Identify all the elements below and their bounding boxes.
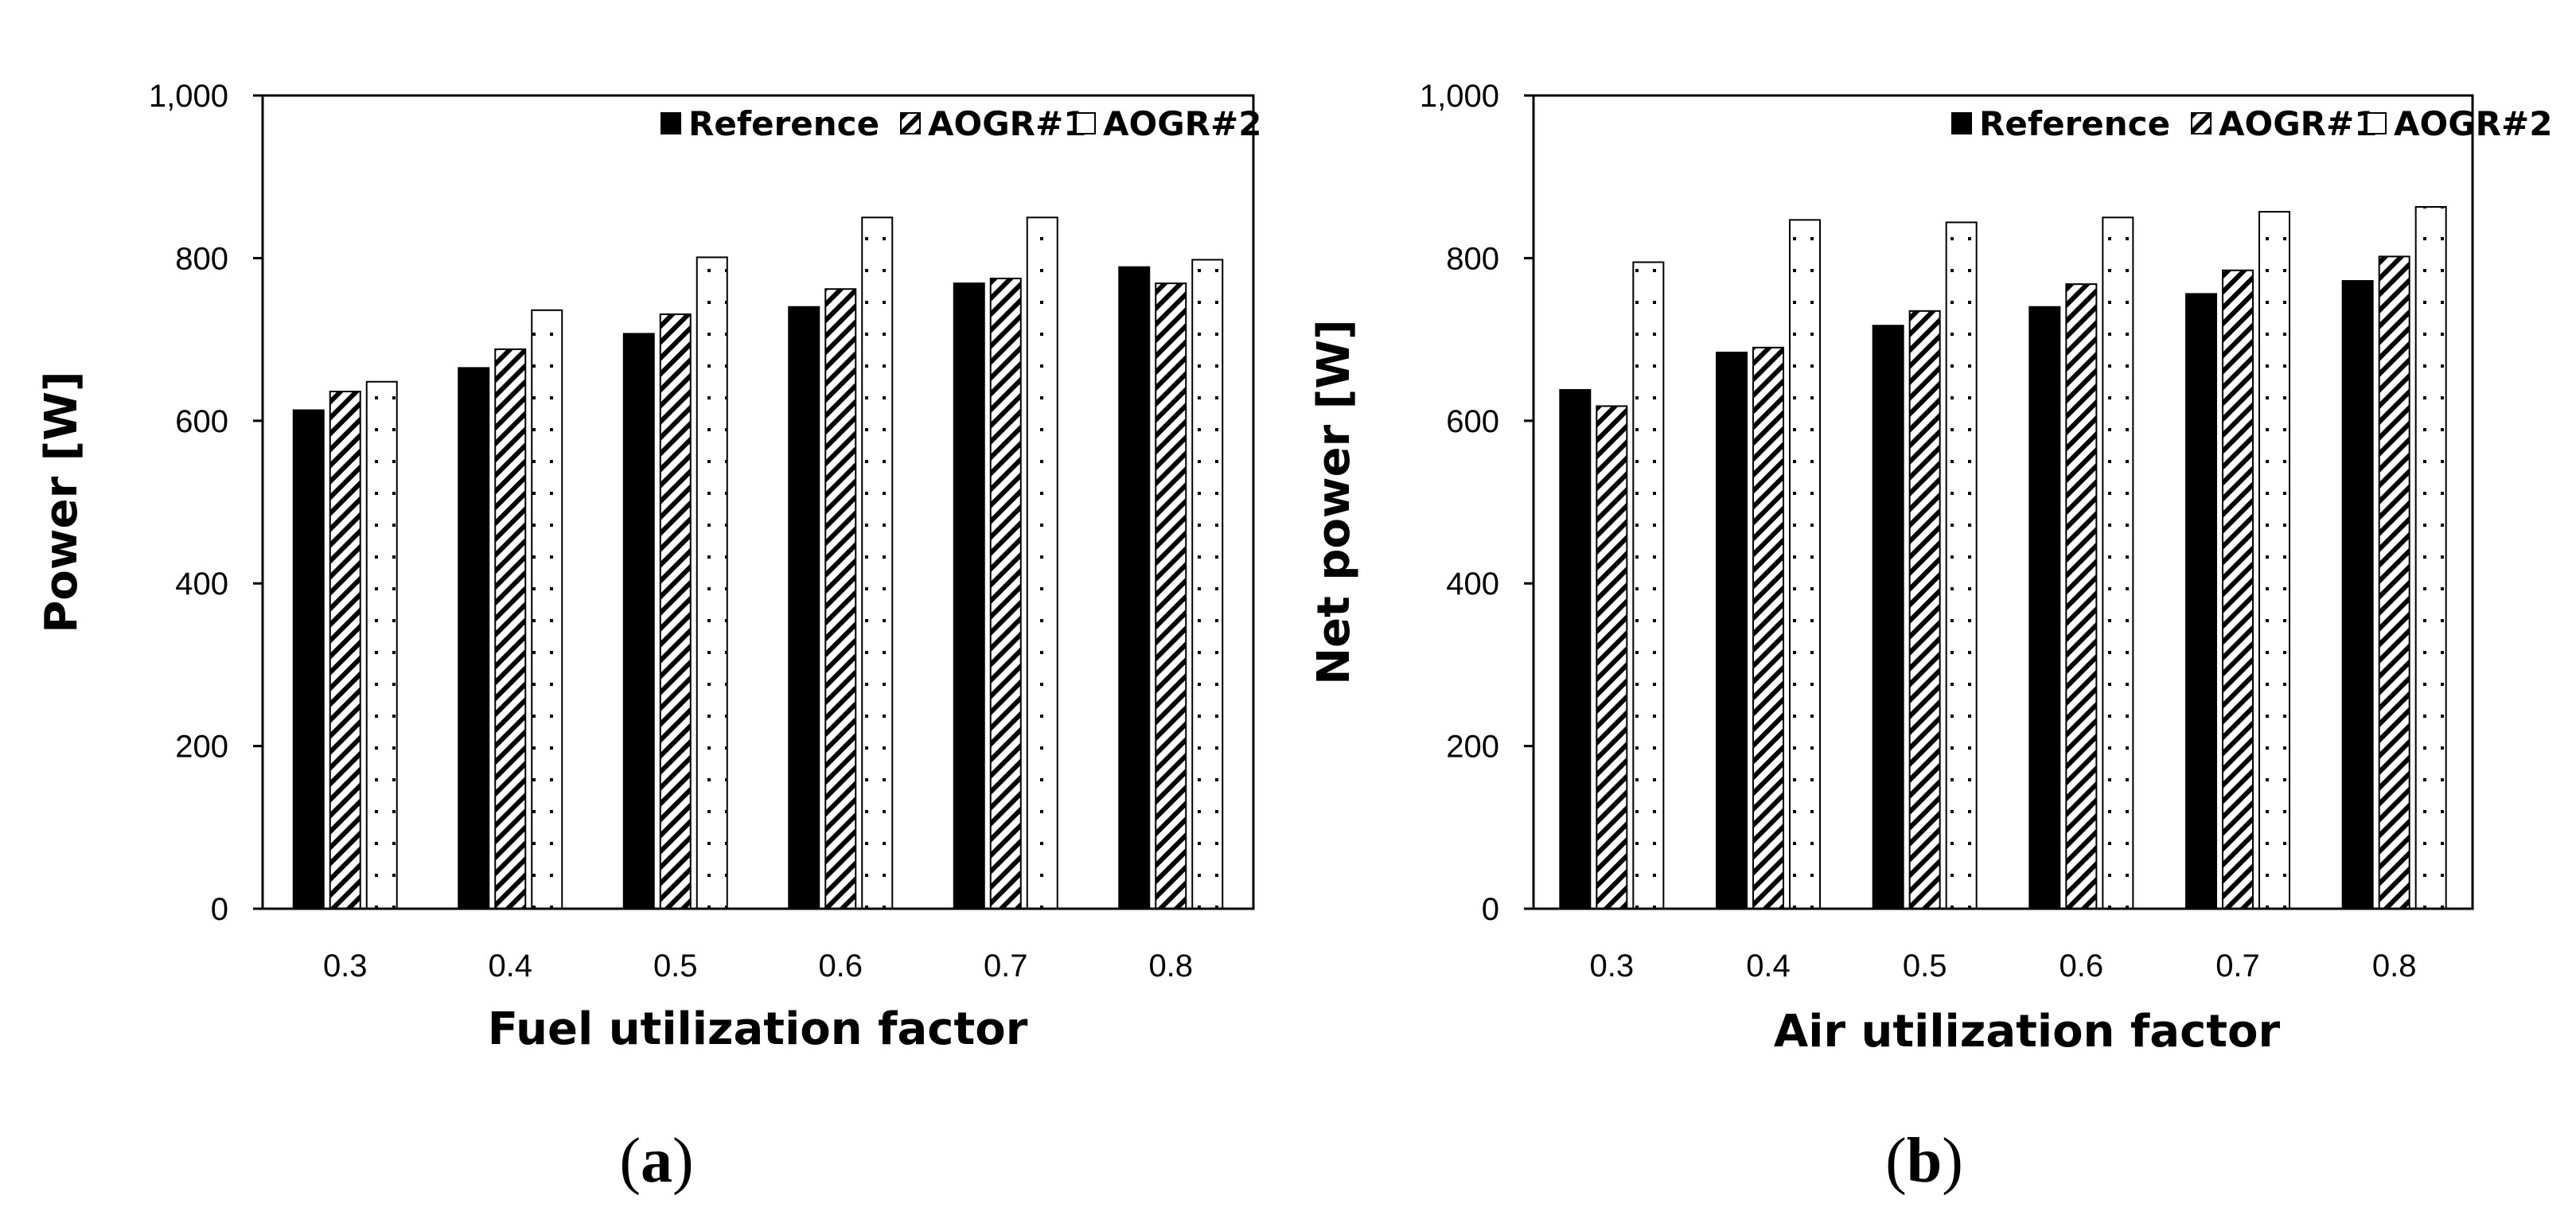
panel-label: (a) [619,1126,693,1196]
y-tick-label: 200 [175,730,228,765]
y-tick-label: 800 [175,241,228,276]
legend-label-aogr-1: AOGR#1 [2219,104,2377,143]
x-tick-label: 0.6 [2060,948,2104,984]
x-tick-label: 0.4 [1746,948,1791,984]
bar-aogr-2-0.6 [2102,216,2134,910]
bar-reference-0.6 [2028,306,2061,910]
y-axis-title: Net power [W] [1308,319,1360,684]
x-tick-label: 0.8 [2372,948,2417,984]
bar-reference-0.5 [1872,325,1904,910]
legend-swatch-reference [661,112,681,134]
y-tick-label: 0 [1482,892,1499,927]
legend-swatch-aogr-1 [900,112,921,134]
plot-area-frame [261,94,1255,910]
bar-aogr-1-0.4 [494,348,527,910]
legend: Reference AOGR#1 AOGR#2 [1951,104,2552,143]
x-tick-label: 0.5 [653,948,698,984]
y-tick-label: 1,000 [1420,79,1499,114]
bar-reference-0.4 [458,367,490,910]
bar-aogr-2-0.3 [365,380,398,910]
x-axis-title: Air utilization factor [1774,1006,2281,1058]
x-tick-label: 0.3 [1590,948,1635,984]
y-tick-label: 400 [175,567,228,602]
y-tick-label: 200 [1446,730,1499,765]
y-tick-label: 800 [1446,241,1499,276]
bar-reference-0.5 [622,333,655,910]
bar-reference-0.7 [953,282,985,910]
bar-reference-0.3 [292,409,325,910]
legend-swatch-aogr-2 [1075,112,1096,134]
legend-swatch-aogr-1 [2191,112,2212,134]
legend-label-aogr-1: AOGR#1 [928,104,1086,143]
chart-panel-a: 0 200 400 600 800 1,000 0.3 0.4 0.5 0.6 0.7 0.8 Po… [36,79,1261,1196]
y-tick-label: 400 [1446,567,1499,602]
y-axis-title: Power [W] [36,371,88,633]
panel-label: (b) [1885,1126,1963,1196]
bar-group [1559,206,2447,910]
bar-reference-0.8 [1118,266,1151,910]
y-tick-group: 0 200 400 600 800 1,000 [1420,79,1534,927]
legend-label-aogr-2: AOGR#2 [1103,104,1261,143]
x-tick-label: 0.4 [488,948,532,984]
x-tick-label: 0.8 [1148,948,1193,984]
bar-aogr-2-0.4 [1789,219,1821,910]
bar-aogr-1-0.5 [659,313,692,910]
x-tick-group: 0.3 0.4 0.5 0.6 0.7 0.8 [1590,948,2417,984]
bar-aogr-1-0.7 [2222,269,2254,910]
bar-aogr-2-0.5 [696,256,728,910]
legend-label-reference: Reference [688,104,879,143]
x-tick-group: 0.3 0.4 0.5 0.6 0.7 0.8 [323,948,1193,984]
bar-aogr-2-0.3 [1632,261,1665,910]
bar-aogr-2-0.6 [861,216,894,910]
x-tick-label: 0.7 [2216,948,2260,984]
bar-group [292,216,1224,910]
bar-aogr-2-0.4 [531,309,563,910]
bar-aogr-1-0.6 [2065,283,2098,910]
y-tick-label: 600 [1446,404,1499,439]
bar-reference-0.8 [2341,280,2374,910]
bar-aogr-2-0.5 [1945,221,1978,910]
bar-reference-0.4 [1716,351,1748,910]
x-tick-label: 0.3 [323,948,368,984]
bar-aogr-2-0.8 [2414,206,2447,910]
x-tick-label: 0.5 [1903,948,1947,984]
bar-reference-0.6 [788,306,820,910]
bar-aogr-1-0.8 [1155,282,1187,910]
y-tick-label: 600 [175,404,228,439]
bar-aogr-1-0.3 [1596,405,1628,910]
bar-aogr-2-0.7 [2258,211,2290,910]
y-tick-group: 0 200 400 600 800 1,000 [149,79,263,927]
bar-aogr-1-0.4 [1752,346,1784,910]
bar-aogr-1-0.6 [824,288,857,910]
legend-swatch-reference [1951,112,1972,134]
chart-panel-b: 0 200 400 600 800 1,000 0.3 0.4 0.5 0.6 0.7 0.8 Ne… [1308,79,2552,1196]
y-tick-label: 0 [211,892,228,927]
bar-reference-0.3 [1559,388,1592,910]
bar-aogr-1-0.8 [2378,255,2410,910]
legend: Reference AOGR#1 AOGR#2 [661,104,1261,143]
bar-aogr-2-0.8 [1191,259,1224,910]
bar-aogr-1-0.7 [989,277,1022,910]
x-tick-label: 0.7 [984,948,1028,984]
bar-reference-0.7 [2185,293,2217,910]
plot-area-frame [1532,94,2474,910]
bar-aogr-2-0.7 [1026,216,1058,910]
x-tick-label: 0.6 [818,948,863,984]
legend-label-aogr-2: AOGR#2 [2394,104,2552,143]
y-tick-label: 1,000 [149,79,228,114]
legend-swatch-aogr-2 [2366,112,2387,134]
legend-label-reference: Reference [1979,104,2170,143]
x-axis-title: Fuel utilization factor [488,1003,1028,1055]
bar-aogr-1-0.5 [1908,310,1941,910]
bar-aogr-1-0.3 [329,391,361,910]
